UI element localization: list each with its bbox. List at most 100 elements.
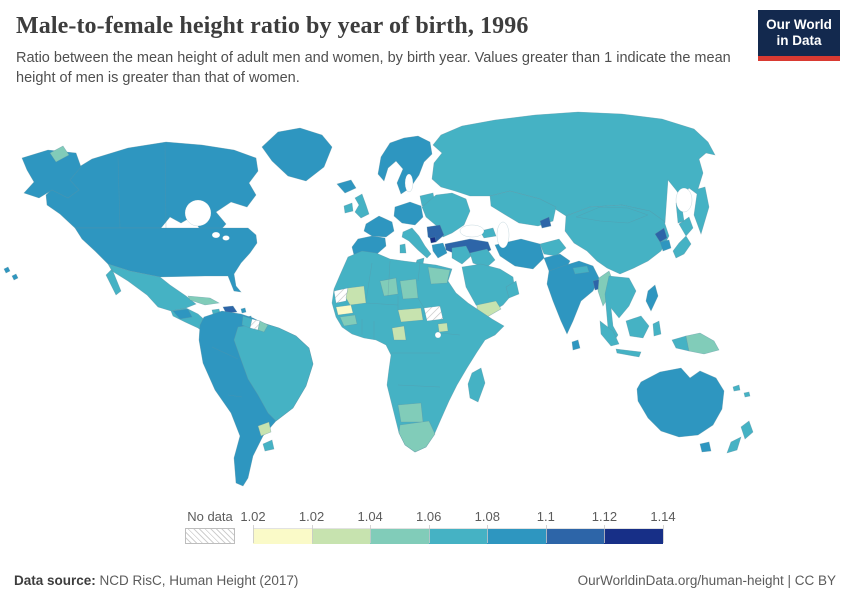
country-tasmania[interactable]	[699, 441, 712, 453]
legend-bin-swatch[interactable]	[487, 529, 546, 544]
world-map	[3, 111, 754, 487]
country-namibia-botswana[interactable]	[397, 402, 424, 423]
country-ireland[interactable]	[343, 202, 354, 214]
country-usa[interactable]	[74, 227, 258, 293]
country-senegal[interactable]	[335, 304, 354, 316]
country-central-europe[interactable]	[393, 201, 424, 226]
country-uganda[interactable]	[437, 322, 449, 333]
country-greenland[interactable]	[261, 127, 333, 182]
country-niger[interactable]	[379, 277, 399, 297]
country-china[interactable]	[564, 204, 670, 275]
sea-of-okhotsk	[675, 187, 693, 213]
country-oman[interactable]	[505, 280, 520, 299]
country-indochina[interactable]	[604, 275, 637, 342]
legend-swatch-row	[253, 528, 664, 544]
legend-bin-swatch[interactable]	[604, 529, 664, 544]
legend-bin-swatch[interactable]	[370, 529, 429, 544]
country-papua-new-guinea[interactable]	[685, 332, 720, 355]
country-sri-lanka[interactable]	[571, 339, 581, 351]
chart-footer: Data source: NCD RisC, Human Height (201…	[14, 573, 836, 588]
country-pacific-islands[interactable]	[732, 384, 751, 398]
legend-color-bar: 1.02 1.02 1.04 1.06 1.08 1.1 1.12 1.14	[240, 508, 676, 544]
page-title: Male-to-female height ratio by year of b…	[16, 13, 529, 39]
country-north-korea[interactable]	[654, 227, 668, 243]
world-map-container	[0, 95, 850, 507]
country-iran[interactable]	[494, 238, 545, 270]
legend-bin-swatch[interactable]	[253, 529, 312, 544]
country-paraguay[interactable]	[257, 421, 272, 437]
country-alaska[interactable]	[21, 149, 82, 199]
country-hawaii[interactable]	[3, 266, 19, 281]
country-borneo[interactable]	[625, 315, 650, 339]
legend-tick-label: 1.1	[536, 509, 555, 524]
country-nepal[interactable]	[572, 265, 590, 275]
country-australia[interactable]	[636, 367, 725, 438]
country-south-korea[interactable]	[659, 239, 672, 252]
country-montenegro[interactable]	[429, 236, 437, 244]
chart-header: Male-to-female height ratio by year of b…	[0, 0, 850, 89]
country-gabon-congo[interactable]	[391, 325, 407, 341]
country-french-guiana[interactable]	[257, 320, 269, 333]
country-sulawesi[interactable]	[652, 320, 662, 337]
legend-tick-mark	[253, 525, 254, 543]
country-guatemala[interactable]	[172, 308, 193, 320]
legend-bin-swatch[interactable]	[545, 529, 605, 544]
legend-tick-mark	[604, 525, 606, 543]
country-japan[interactable]	[672, 216, 694, 259]
legend-bin-swatch[interactable]	[428, 529, 488, 544]
country-western-sahara[interactable]	[333, 287, 349, 304]
country-russia[interactable]	[431, 111, 716, 235]
legend-tick-mark	[663, 525, 664, 543]
country-borders	[117, 142, 649, 398]
country-india[interactable]	[546, 260, 600, 335]
country-south-africa[interactable]	[398, 420, 436, 453]
country-iraq[interactable]	[469, 248, 496, 269]
owid-link[interactable]: OurWorldinData.org/human-height | CC BY	[577, 573, 836, 588]
legend-tick-mark	[487, 525, 489, 543]
country-tajikistan[interactable]	[539, 216, 552, 229]
country-cuba[interactable]	[187, 295, 220, 306]
country-france[interactable]	[363, 215, 395, 238]
country-new-zealand[interactable]	[726, 420, 754, 454]
country-levant[interactable]	[451, 245, 472, 265]
country-caucasus[interactable]	[479, 227, 497, 239]
legend-tick-label: 1.14	[650, 509, 676, 524]
country-mauritania[interactable]	[345, 285, 367, 306]
black-sea	[459, 224, 485, 238]
country-canada[interactable]	[45, 141, 259, 235]
data-source-label: Data source:	[14, 573, 96, 588]
data-source-value: NCD RisC, Human Height (2017)	[95, 573, 299, 588]
legend-tick-label: 1.06	[416, 509, 442, 524]
country-java[interactable]	[615, 348, 642, 358]
legend-tick-mark	[545, 525, 547, 543]
legend-tick-mark	[311, 525, 313, 543]
country-philippines[interactable]	[645, 284, 659, 312]
country-south-sudan[interactable]	[423, 305, 444, 322]
owid-logo[interactable]: Our World in Data	[758, 10, 840, 61]
country-italy[interactable]	[399, 227, 432, 265]
owid-logo-line2: in Data	[776, 33, 822, 49]
country-eastern-europe[interactable]	[421, 192, 471, 238]
country-uruguay[interactable]	[262, 439, 275, 452]
owid-logo-line1: Our World	[766, 17, 832, 32]
country-egypt[interactable]	[427, 266, 451, 285]
country-chad[interactable]	[399, 278, 419, 300]
country-hispaniola[interactable]	[222, 305, 238, 314]
country-car-cameroon[interactable]	[397, 307, 424, 323]
legend-bin-swatch[interactable]	[311, 529, 371, 544]
country-africa[interactable]	[331, 250, 505, 453]
country-sumatra[interactable]	[599, 320, 620, 347]
legend-tick-mark	[428, 525, 430, 543]
legend-no-data-swatch[interactable]	[185, 528, 235, 544]
caspian-sea	[496, 221, 510, 249]
country-uk[interactable]	[354, 193, 370, 219]
country-wrangel-island[interactable]	[49, 145, 70, 163]
country-afghanistan[interactable]	[539, 238, 567, 257]
country-guinea-region[interactable]	[339, 314, 358, 327]
great-lakes-2	[222, 235, 230, 241]
great-lakes	[211, 231, 221, 239]
country-greece[interactable]	[431, 242, 448, 259]
country-brazil[interactable]	[233, 322, 314, 422]
country-iceland[interactable]	[336, 179, 357, 194]
country-madagascar[interactable]	[467, 367, 486, 403]
